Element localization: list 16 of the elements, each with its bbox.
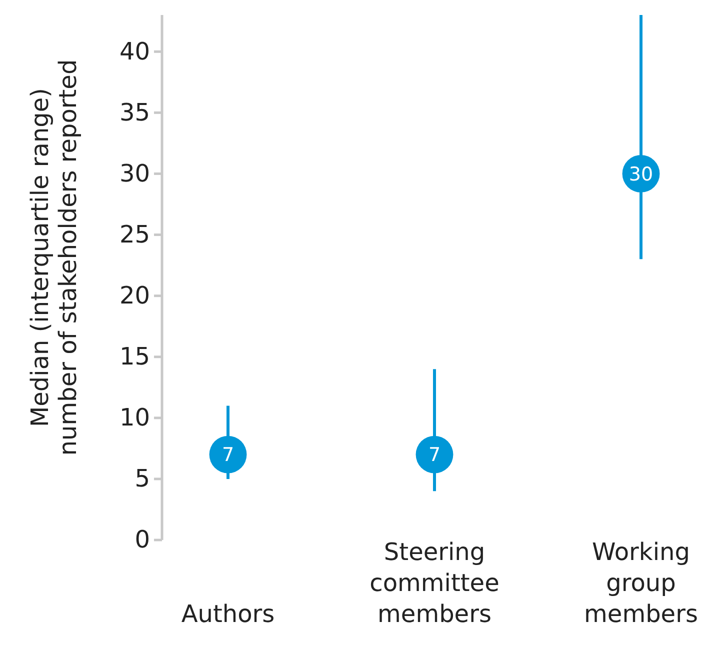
data-label: 7: [428, 444, 441, 466]
y-tick-label: 30: [119, 159, 150, 188]
x-tick-label: Working group members: [584, 538, 698, 628]
y-tick-label: 0: [134, 526, 150, 554]
y-tick-label: 5: [134, 464, 150, 493]
y-tick-label: 10: [119, 404, 150, 432]
data-label: 7: [222, 444, 234, 466]
y-tick-label: 20: [119, 281, 150, 310]
data-label: 30: [628, 163, 654, 186]
y-tick-label: 15: [119, 342, 150, 371]
x-tick-label: Steering committee members: [370, 538, 500, 628]
y-tick-label: 25: [119, 220, 150, 248]
x-tick-label: Authors: [181, 600, 275, 628]
y-tick-label: 35: [119, 98, 150, 126]
y-axis-title: Median (interquartile range) number of stakeholders reported: [26, 59, 82, 456]
y-tick-label: 40: [119, 37, 150, 66]
